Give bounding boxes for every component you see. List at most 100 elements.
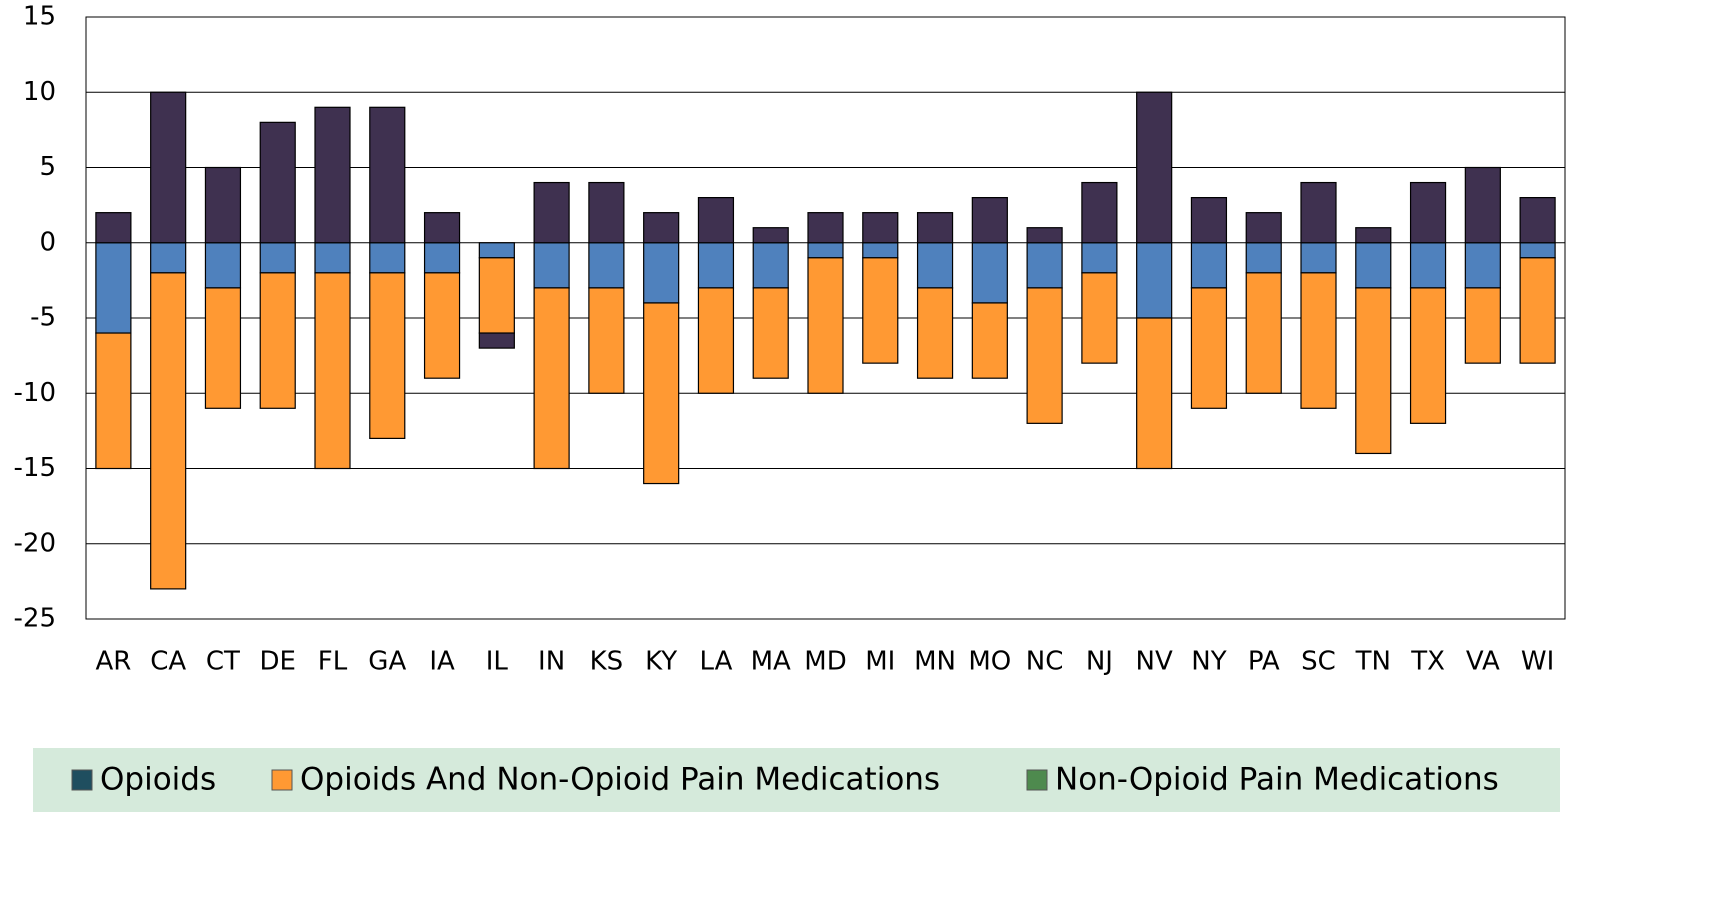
bar-segment — [697, 287, 735, 394]
bar-segment — [916, 242, 954, 289]
x-tick-label: NV — [1136, 647, 1173, 677]
bar-segment — [1081, 272, 1118, 364]
x-tick-label: MI — [865, 647, 895, 677]
x-tick-label: TN — [1355, 647, 1391, 677]
y-tick-label: 10 — [23, 77, 56, 107]
bar-segment — [971, 242, 1008, 304]
bar-segment — [1190, 197, 1228, 244]
bar-segment — [916, 287, 954, 379]
bar-segment — [971, 197, 1008, 244]
bar-segment — [423, 242, 461, 274]
bar-segment — [1026, 242, 1063, 289]
x-tick-label: TX — [1410, 647, 1445, 677]
bar-segment — [259, 272, 296, 409]
y-tick-label: -20 — [14, 528, 56, 558]
x-tick-label: CA — [150, 647, 186, 677]
bar-segment — [862, 242, 899, 259]
legend-label: Opioids And Non-Opioid Pain Medications — [300, 762, 940, 798]
x-tick-label: AR — [95, 647, 131, 677]
bar-segment — [807, 212, 844, 244]
bar-segment — [697, 242, 735, 289]
bar-segment — [1245, 272, 1282, 394]
x-tick-label: MD — [804, 647, 846, 677]
x-tick-label: KS — [590, 647, 624, 677]
bar-segment — [314, 242, 351, 274]
bar-segment — [1300, 242, 1337, 274]
bar-segment — [1409, 181, 1447, 244]
bar-segment — [204, 166, 242, 244]
bar-segment — [862, 257, 899, 364]
bar-segment — [259, 242, 296, 274]
bar-segment — [643, 302, 680, 485]
bar-segment — [95, 332, 132, 470]
legend-label: Non-Opioid Pain Medications — [1055, 762, 1499, 798]
bar-segment — [1245, 212, 1282, 244]
bar-segment — [369, 106, 406, 244]
bar-segment — [1026, 287, 1063, 424]
bar-segment — [478, 332, 515, 349]
bar-segment — [369, 242, 406, 274]
bar-segment — [807, 242, 844, 259]
plot-border — [85, 16, 1566, 620]
y-tick-label: -25 — [14, 604, 56, 634]
bar-segment — [1026, 227, 1063, 244]
x-tick-label: NY — [1191, 647, 1226, 677]
x-tick-label: NC — [1026, 647, 1064, 677]
x-tick-label: MO — [968, 647, 1011, 677]
y-tick-label: 0 — [39, 227, 56, 257]
bar-segment — [1300, 272, 1337, 409]
bar-segment — [1136, 242, 1173, 319]
bar-segment — [314, 272, 351, 470]
y-tick-label: 15 — [23, 2, 56, 32]
bar-segment — [807, 257, 844, 394]
bar-segment — [1190, 287, 1228, 409]
x-tick-label: WI — [1521, 647, 1554, 677]
x-tick-label: IL — [486, 647, 509, 677]
bar-segment — [1464, 166, 1501, 244]
x-tick-label: FL — [318, 647, 348, 677]
bar-segment — [1081, 242, 1118, 274]
bar-segment — [1519, 197, 1556, 244]
bar-segment — [1464, 242, 1501, 289]
bar-segment — [697, 197, 735, 244]
bar-segment — [1519, 257, 1556, 364]
bar-segment — [369, 272, 406, 440]
y-tick-label: 5 — [39, 152, 56, 182]
bar-segment — [1355, 227, 1392, 244]
bar-segment — [588, 181, 625, 244]
legend-swatch — [1026, 769, 1048, 791]
bar-segment — [1409, 242, 1447, 289]
bar-segment — [533, 287, 570, 470]
bar-segment — [1190, 242, 1228, 289]
bar-segment — [423, 212, 461, 244]
bar-segment — [478, 257, 515, 334]
x-tick-label: DE — [259, 647, 295, 677]
bar-segment — [204, 287, 242, 409]
legend-label: Opioids — [100, 762, 216, 798]
bar-segment — [1245, 242, 1282, 274]
y-tick-label: -15 — [14, 453, 56, 483]
bar-segment — [95, 212, 132, 244]
bar-segment — [204, 242, 242, 289]
x-tick-label: MN — [914, 647, 956, 677]
bar-segment — [533, 181, 570, 244]
x-tick-label: KY — [645, 647, 677, 677]
y-tick-label: -10 — [14, 378, 56, 408]
bar-segment — [1519, 242, 1556, 259]
bar-segment — [1464, 287, 1501, 364]
bar-segment — [752, 227, 789, 244]
x-tick-label: PA — [1248, 647, 1280, 677]
x-tick-label: MA — [751, 647, 791, 677]
bar-segment — [971, 302, 1008, 379]
bar-segment — [588, 242, 625, 289]
bar-segment — [150, 272, 187, 590]
bar-segment — [533, 242, 570, 289]
bar-segment — [95, 242, 132, 334]
bar-segment — [150, 91, 187, 244]
x-tick-label: NJ — [1086, 647, 1113, 677]
bar-segment — [1355, 287, 1392, 455]
bar-segment — [1300, 181, 1337, 244]
bar-segment — [916, 212, 954, 244]
bar-segment — [643, 212, 680, 244]
